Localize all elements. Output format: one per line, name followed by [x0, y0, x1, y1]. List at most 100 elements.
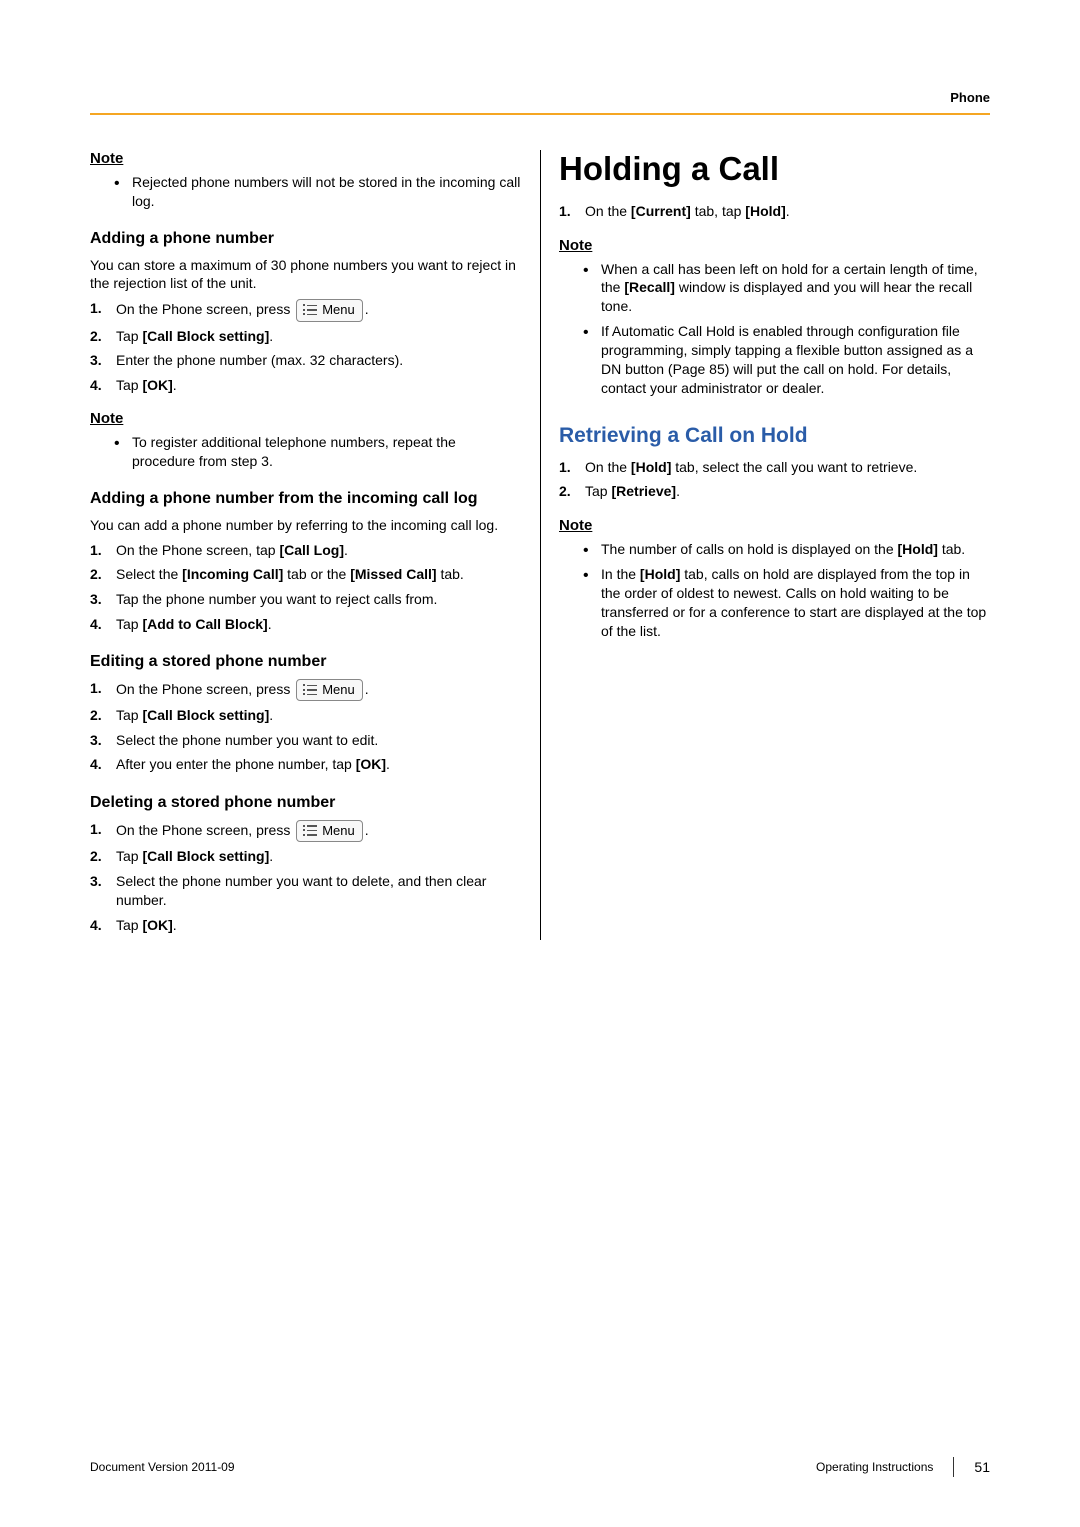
step-text: Tap [Call Block setting]. [116, 706, 522, 726]
step-item: 3. Enter the phone number (max. 32 chara… [90, 351, 522, 371]
bold-text: [Incoming Call] [182, 566, 283, 582]
text-fragment: Tap [116, 616, 142, 632]
step-number: 2. [559, 482, 585, 502]
note-item: When a call has been left on hold for a … [601, 260, 990, 317]
text-fragment: . [173, 917, 177, 933]
menu-label: Menu [322, 301, 355, 319]
step-text: On the Phone screen, press Menu. [116, 820, 522, 842]
step-item: 2. Tap [Call Block setting]. [90, 706, 522, 726]
step-number: 1. [90, 679, 116, 701]
left-column: Note Rejected phone numbers will not be … [90, 150, 540, 940]
text-fragment: tab. [437, 566, 464, 582]
bold-text: [Missed Call] [350, 566, 436, 582]
menu-list-icon [304, 685, 317, 696]
step-text: Tap [Retrieve]. [585, 482, 990, 502]
step-item: 2. Tap [Call Block setting]. [90, 847, 522, 867]
step-list: 1. On the Phone screen, tap [Call Log]. … [90, 541, 522, 634]
step-text: On the [Current] tab, tap [Hold]. [585, 202, 990, 222]
section-heading: Retrieving a Call on Hold [559, 424, 990, 448]
note-item: If Automatic Call Hold is enabled throug… [601, 322, 990, 398]
note-list: To register additional telephone numbers… [90, 433, 522, 471]
note-list: Rejected phone numbers will not be store… [90, 173, 522, 211]
step-number: 3. [90, 872, 116, 911]
text-fragment: Select the [116, 566, 182, 582]
step-item: 1. On the [Current] tab, tap [Hold]. [559, 202, 990, 222]
bold-text: [Recall] [624, 279, 675, 295]
step-item: 2. Tap [Call Block setting]. [90, 327, 522, 347]
step-text: Select the phone number you want to edit… [116, 731, 522, 751]
bold-text: [Retrieve] [611, 483, 676, 499]
subheading-deleting: Deleting a stored phone number [90, 793, 522, 814]
menu-list-icon [304, 825, 317, 836]
note-heading: Note [90, 410, 522, 427]
step-item: 4. Tap [OK]. [90, 376, 522, 396]
footer-title: Operating Instructions [816, 1460, 933, 1474]
bold-text: [OK] [356, 756, 386, 772]
note-list: When a call has been left on hold for a … [559, 260, 990, 398]
step-number: 2. [90, 706, 116, 726]
step-number: 4. [90, 916, 116, 936]
note-item: In the [Hold] tab, calls on hold are dis… [601, 565, 990, 641]
text-fragment: . [365, 301, 369, 317]
step-text: Select the phone number you want to dele… [116, 872, 522, 911]
text-fragment: . [344, 542, 348, 558]
text-fragment: . [173, 377, 177, 393]
body-text: You can store a maximum of 30 phone numb… [90, 256, 522, 294]
header-section: Phone [90, 90, 990, 105]
menu-label: Menu [322, 681, 355, 699]
step-text: On the Phone screen, press Menu. [116, 679, 522, 701]
step-number: 4. [90, 376, 116, 396]
text-fragment: . [386, 756, 390, 772]
subheading-editing: Editing a stored phone number [90, 652, 522, 673]
text-fragment: tab or the [283, 566, 350, 582]
text-fragment: The number of calls on hold is displayed… [601, 541, 898, 557]
step-text: Tap [Call Block setting]. [116, 327, 522, 347]
menu-button[interactable]: Menu [296, 679, 363, 701]
bold-text: [Hold] [631, 459, 671, 475]
body-text: You can add a phone number by referring … [90, 516, 522, 535]
text-fragment: Tap [116, 328, 142, 344]
step-text: Tap [OK]. [116, 376, 522, 396]
step-list: 1. On the Phone screen, press Menu. 2. T… [90, 299, 522, 395]
step-text: Tap the phone number you want to reject … [116, 590, 522, 610]
menu-list-icon [304, 305, 317, 316]
step-item: 1. On the [Hold] tab, select the call yo… [559, 458, 990, 478]
text-fragment: Tap [116, 917, 142, 933]
bold-text: [Add to Call Block] [142, 616, 267, 632]
step-item: 1. On the Phone screen, press Menu. [90, 679, 522, 701]
step-number: 1. [90, 820, 116, 842]
content-columns: Note Rejected phone numbers will not be … [90, 150, 990, 940]
step-number: 1. [559, 458, 585, 478]
menu-button[interactable]: Menu [296, 820, 363, 842]
menu-label: Menu [322, 822, 355, 840]
step-number: 3. [90, 590, 116, 610]
step-number: 4. [90, 615, 116, 635]
step-number: 4. [90, 755, 116, 775]
step-text: Select the [Incoming Call] tab or the [M… [116, 565, 522, 585]
step-number: 2. [90, 565, 116, 585]
step-item: 4. After you enter the phone number, tap… [90, 755, 522, 775]
text-fragment: . [268, 616, 272, 632]
text-fragment: . [786, 203, 790, 219]
step-item: 1. On the Phone screen, press Menu. [90, 820, 522, 842]
note-heading: Note [559, 517, 990, 534]
subheading-adding: Adding a phone number [90, 229, 522, 250]
step-text: Tap [Add to Call Block]. [116, 615, 522, 635]
menu-button[interactable]: Menu [296, 299, 363, 321]
step-text: On the [Hold] tab, select the call you w… [585, 458, 990, 478]
step-list: 1. On the [Hold] tab, select the call yo… [559, 458, 990, 502]
text-fragment: . [269, 707, 273, 723]
text-fragment: tab, tap [691, 203, 745, 219]
text-fragment: Tap [585, 483, 611, 499]
step-text: On the Phone screen, press Menu. [116, 299, 522, 321]
text-fragment: . [269, 328, 273, 344]
footer-version: Document Version 2011-09 [90, 1460, 235, 1474]
text-fragment: Tap [116, 848, 142, 864]
page-number: 51 [974, 1459, 990, 1475]
bold-text: [Hold] [898, 541, 938, 557]
note-item: Rejected phone numbers will not be store… [132, 173, 522, 211]
step-item: 4. Tap [Add to Call Block]. [90, 615, 522, 635]
note-heading: Note [559, 237, 990, 254]
text-fragment: On the [585, 203, 631, 219]
step-number: 3. [90, 351, 116, 371]
